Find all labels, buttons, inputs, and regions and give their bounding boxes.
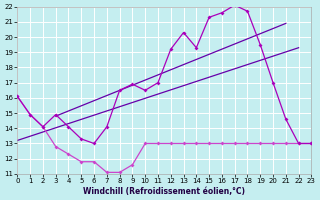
X-axis label: Windchill (Refroidissement éolien,°C): Windchill (Refroidissement éolien,°C) (84, 187, 245, 196)
